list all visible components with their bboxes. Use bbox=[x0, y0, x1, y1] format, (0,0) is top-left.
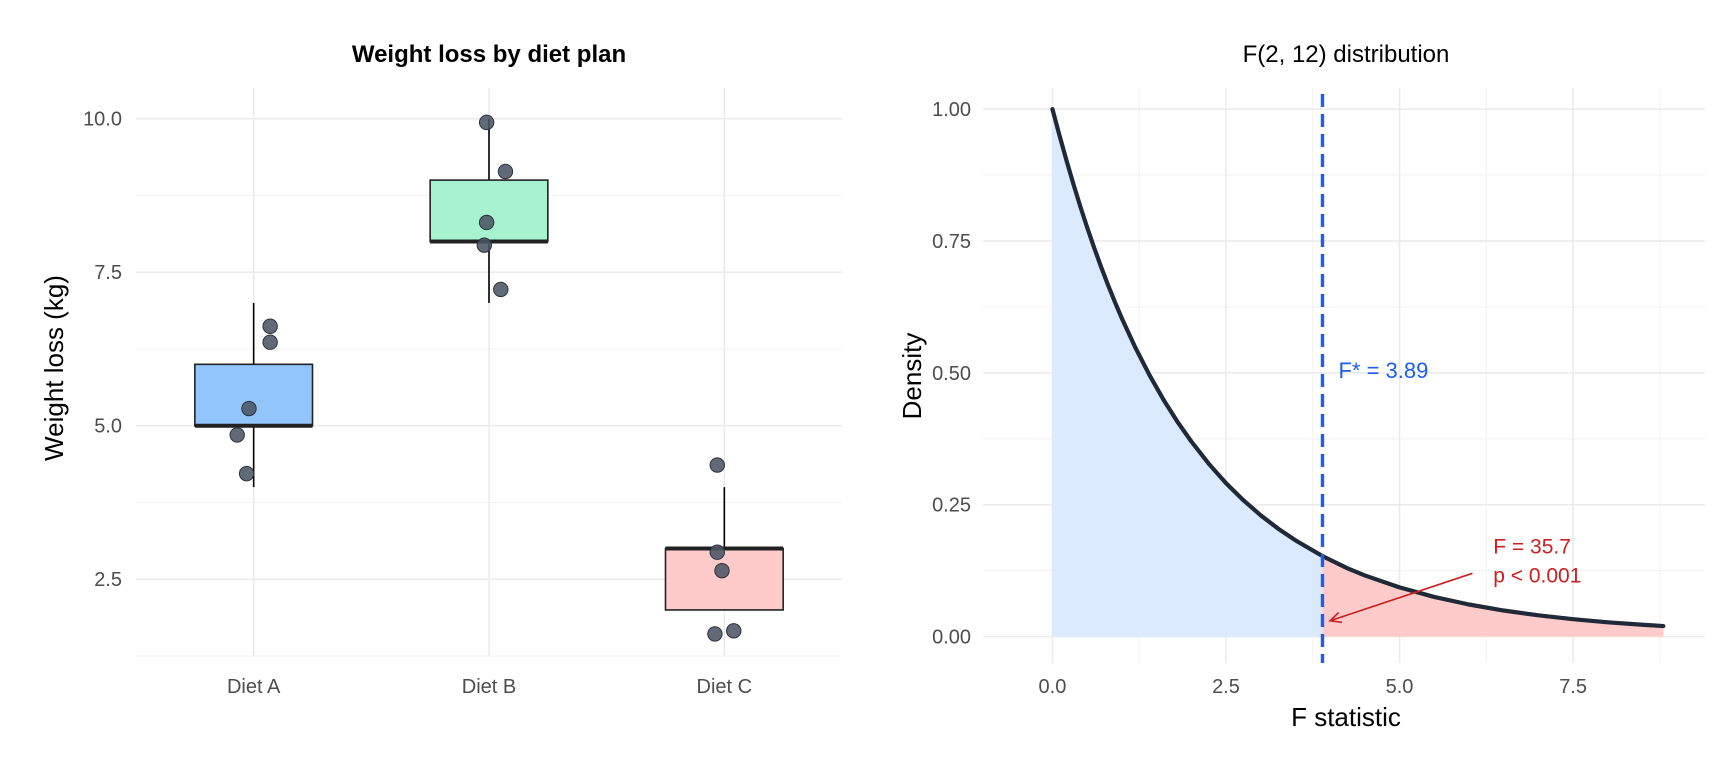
data-point-10 bbox=[709, 457, 725, 473]
x-tick-label: 5.0 bbox=[1386, 676, 1414, 698]
p-value-label: p < 0.001 bbox=[1493, 564, 1581, 587]
f-value-label: F = 35.7 bbox=[1493, 535, 1571, 558]
data-point-0 bbox=[262, 318, 278, 334]
boxplot-boxes bbox=[194, 118, 784, 611]
box-2 bbox=[664, 547, 784, 611]
data-point-13 bbox=[707, 626, 723, 642]
box-0 bbox=[194, 363, 314, 427]
x-tick-label: Diet A bbox=[227, 676, 281, 698]
y-tick-label: 0.00 bbox=[932, 627, 971, 649]
boxplot-points bbox=[229, 114, 742, 642]
fdist-x-axis-title: F statistic bbox=[1291, 702, 1401, 732]
data-point-11 bbox=[709, 544, 725, 560]
density-line bbox=[1050, 107, 1666, 629]
data-point-1 bbox=[262, 334, 278, 350]
data-point-3 bbox=[229, 427, 245, 443]
fdist-ticks: 0.00 0.25 0.50 0.75 1.00 0.0 2.5 5.0 7.5 bbox=[932, 99, 1587, 698]
critical-value-label: F* = 3.89 bbox=[1338, 358, 1428, 383]
boxplot-panel: Weight loss by diet plan Weight loss (kg… bbox=[39, 41, 842, 698]
y-tick-label: 0.75 bbox=[932, 231, 971, 253]
data-point-7 bbox=[478, 214, 495, 231]
data-point-8 bbox=[476, 237, 492, 253]
boxplot-y-axis-title: Weight loss (kg) bbox=[39, 275, 69, 461]
x-tick-label: Diet B bbox=[462, 676, 516, 698]
f-distribution-panel: F(2, 12) distribution Density F statisti… bbox=[897, 41, 1705, 732]
fdist-shaded-areas bbox=[1052, 109, 1664, 637]
data-point-12 bbox=[714, 562, 730, 579]
fdist-density-curve bbox=[1050, 107, 1666, 629]
data-point-14 bbox=[726, 623, 742, 639]
boxplot-title: Weight loss by diet plan bbox=[352, 41, 626, 68]
data-point-6 bbox=[497, 163, 514, 180]
y-tick-label: 7.5 bbox=[94, 262, 122, 284]
shaded-region-0 bbox=[1052, 109, 1323, 637]
annotation-arrow-line bbox=[1329, 572, 1473, 622]
y-tick-label: 10.0 bbox=[83, 109, 122, 131]
fdist-y-axis-title: Density bbox=[897, 333, 927, 420]
data-point-4 bbox=[238, 465, 255, 482]
y-tick-label: 1.00 bbox=[932, 99, 971, 121]
data-point-9 bbox=[493, 281, 509, 298]
fdist-title: F(2, 12) distribution bbox=[1243, 41, 1450, 68]
fdist-annotations: F* = 3.89 F = 35.7 p < 0.001 bbox=[1328, 358, 1581, 624]
data-point-2 bbox=[241, 400, 257, 417]
data-point-5 bbox=[478, 114, 495, 131]
boxplot-ticks: 2.5 5.0 7.5 10.0 Diet A Diet B Diet C bbox=[83, 109, 752, 698]
x-tick-label: 7.5 bbox=[1559, 676, 1587, 698]
y-tick-label: 2.5 bbox=[94, 569, 122, 591]
x-tick-label: Diet C bbox=[697, 676, 753, 698]
y-tick-label: 0.50 bbox=[932, 363, 971, 385]
y-tick-label: 0.25 bbox=[932, 495, 971, 517]
x-tick-label: 0.0 bbox=[1039, 676, 1067, 698]
y-tick-label: 5.0 bbox=[94, 416, 122, 438]
annotation-arrow-head bbox=[1328, 611, 1343, 624]
box-1 bbox=[429, 179, 549, 243]
shaded-region-1 bbox=[1322, 556, 1664, 637]
x-tick-label: 2.5 bbox=[1212, 676, 1240, 698]
